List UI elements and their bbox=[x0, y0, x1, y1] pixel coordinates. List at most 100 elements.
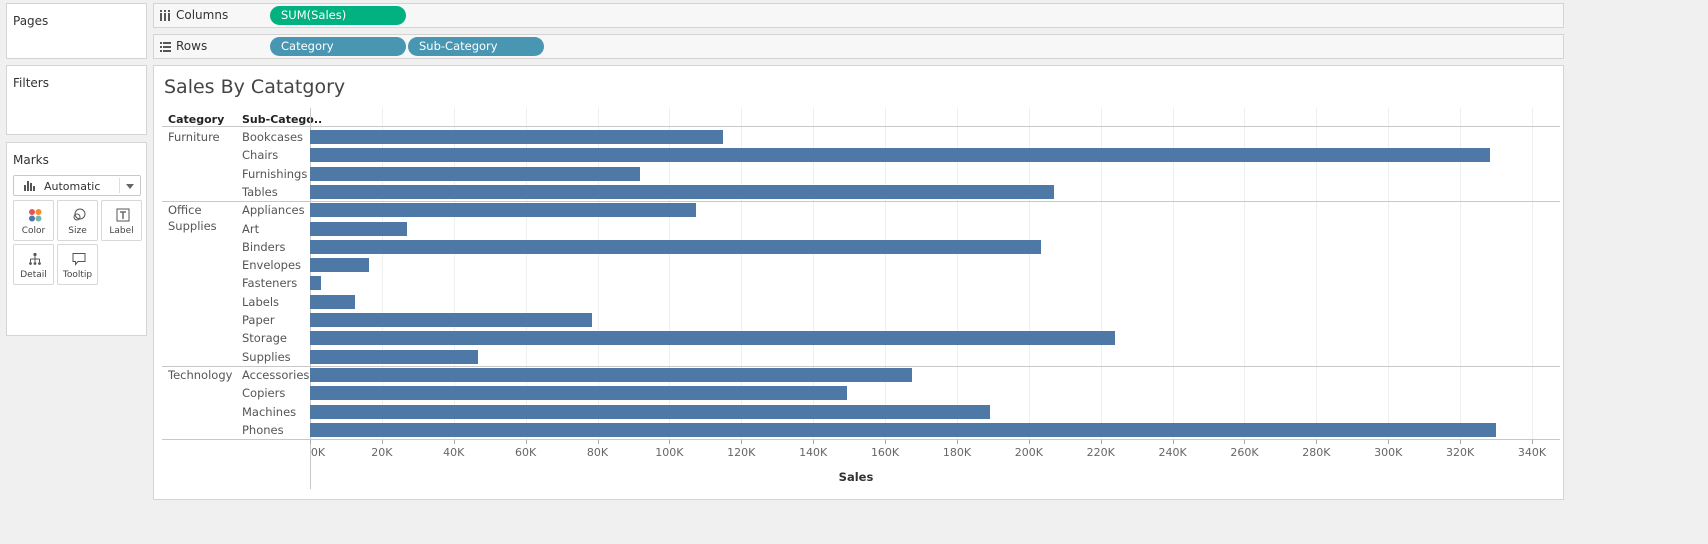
gridline bbox=[813, 108, 815, 440]
columns-shelf[interactable]: Columns SUM(Sales) bbox=[153, 3, 1564, 28]
bar-paper[interactable] bbox=[310, 313, 593, 327]
subcategory-label: Tables bbox=[242, 184, 278, 199]
bar-labels[interactable] bbox=[310, 294, 355, 309]
gridline bbox=[741, 108, 743, 440]
gridline bbox=[1316, 108, 1318, 440]
bar-accessories[interactable] bbox=[310, 367, 912, 382]
gridline bbox=[1460, 108, 1462, 440]
mark-type-dropdown[interactable]: Automatic bbox=[13, 175, 141, 196]
x-tick-label: 100K bbox=[655, 446, 684, 460]
category-label: Technology bbox=[168, 367, 233, 382]
category-label: Furniture bbox=[168, 130, 220, 144]
x-tickmark bbox=[956, 440, 958, 445]
filters-card[interactable]: Filters bbox=[6, 65, 147, 135]
bar-furnishings[interactable] bbox=[310, 166, 640, 181]
category-header[interactable]: Category bbox=[168, 113, 225, 126]
pages-card-title: Pages bbox=[13, 14, 49, 28]
subcategory-label: Fasteners bbox=[242, 276, 298, 291]
x-tickmark bbox=[1028, 440, 1030, 445]
x-tickmark bbox=[597, 440, 599, 445]
marks-card-title: Marks bbox=[13, 153, 49, 167]
subcategory-label: Appliances bbox=[242, 203, 305, 218]
filters-card-title: Filters bbox=[13, 76, 49, 90]
detail-button[interactable]: Detail bbox=[13, 244, 54, 285]
label-button[interactable]: Label bbox=[101, 200, 142, 241]
x-tickmark bbox=[525, 440, 527, 445]
subcategory-label: Art bbox=[242, 221, 260, 236]
bar-appliances[interactable] bbox=[310, 203, 697, 218]
x-tickmark bbox=[1532, 440, 1533, 445]
subcategory-label: Furnishings bbox=[242, 166, 308, 181]
bar-machines[interactable] bbox=[310, 404, 991, 419]
subcategory-label: Accessories bbox=[242, 367, 310, 382]
x-tick-label: 60K bbox=[515, 446, 537, 460]
label-button-label: Label bbox=[109, 226, 134, 236]
subcategory-label: Bookcases bbox=[242, 130, 304, 144]
subcategory-label: Chairs bbox=[242, 148, 279, 163]
subcategory-label: Storage bbox=[242, 331, 287, 346]
x-tickmark bbox=[381, 440, 383, 445]
bar-binders[interactable] bbox=[310, 239, 1042, 254]
x-tickmark bbox=[669, 440, 671, 445]
pill-sum-sales[interactable]: SUM(Sales) bbox=[270, 6, 406, 25]
viz-title: Sales By Catatgory bbox=[164, 76, 346, 98]
x-tick-label: 80K bbox=[586, 446, 609, 460]
gridline bbox=[669, 108, 671, 440]
x-tickmark bbox=[813, 440, 815, 445]
bar-storage[interactable] bbox=[310, 331, 1115, 346]
x-tickmark bbox=[885, 440, 887, 445]
bar-bookcases[interactable] bbox=[310, 130, 723, 144]
detail-icon bbox=[29, 252, 41, 265]
subcategory-label: Copiers bbox=[242, 386, 286, 401]
bar-envelopes[interactable] bbox=[310, 258, 370, 273]
tooltip-icon bbox=[72, 253, 86, 266]
gridline bbox=[1172, 108, 1174, 440]
color-icon bbox=[29, 209, 42, 222]
gridline bbox=[453, 108, 455, 440]
color-button[interactable]: Color bbox=[13, 200, 54, 241]
x-tickmark bbox=[453, 440, 455, 445]
subcategory-label: Paper bbox=[242, 313, 275, 327]
pill-sub-category[interactable]: Sub-Category bbox=[408, 37, 544, 56]
x-tickmark bbox=[1388, 440, 1390, 445]
subcategory-label: Envelopes bbox=[242, 258, 302, 273]
bar-supplies[interactable] bbox=[310, 349, 478, 364]
pages-card[interactable]: Pages bbox=[6, 3, 147, 59]
bar-fasteners[interactable] bbox=[310, 276, 321, 291]
x-tickmark bbox=[1100, 440, 1102, 445]
x-tickmark bbox=[1460, 440, 1462, 445]
x-tickmark bbox=[310, 440, 311, 445]
tooltip-button[interactable]: Tooltip bbox=[57, 244, 98, 285]
x-tick-label: 0K bbox=[310, 446, 326, 460]
gridline bbox=[1532, 108, 1533, 440]
x-tick-label: 120K bbox=[727, 446, 756, 460]
pill-category[interactable]: Category bbox=[270, 37, 406, 56]
x-tickmark bbox=[1316, 440, 1318, 445]
color-button-label: Color bbox=[21, 226, 46, 236]
bar-tables[interactable] bbox=[310, 184, 1054, 199]
x-tick-label: 220K bbox=[1086, 446, 1115, 460]
gridline bbox=[525, 108, 527, 440]
size-button[interactable]: Size bbox=[57, 200, 98, 241]
gridline bbox=[1388, 108, 1390, 440]
bar-chairs[interactable] bbox=[310, 148, 1491, 163]
x-tick-label: 300K bbox=[1374, 446, 1403, 460]
text-label-icon bbox=[116, 208, 130, 222]
rows-shelf[interactable]: Rows Category Sub-Category bbox=[153, 34, 1564, 59]
subcategory-header[interactable]: Sub-Catego.. bbox=[242, 113, 323, 126]
group-separator bbox=[162, 365, 1560, 367]
gridline bbox=[1244, 108, 1246, 440]
chevron-down-icon bbox=[126, 184, 134, 189]
x-tick-label: 140K bbox=[799, 446, 828, 460]
x-tick-label: 40K bbox=[443, 446, 465, 460]
gridline bbox=[597, 108, 599, 440]
gridline bbox=[1100, 108, 1102, 440]
bar-copiers[interactable] bbox=[310, 386, 848, 401]
bar-art[interactable] bbox=[310, 221, 408, 236]
x-tick-label: 200K bbox=[1014, 446, 1043, 460]
bar-phones[interactable] bbox=[310, 422, 1497, 437]
subcategory-label: Binders bbox=[242, 239, 286, 254]
subcategory-label: Phones bbox=[242, 422, 284, 437]
x-tick-label: 240K bbox=[1158, 446, 1187, 460]
group-separator bbox=[162, 439, 1560, 441]
